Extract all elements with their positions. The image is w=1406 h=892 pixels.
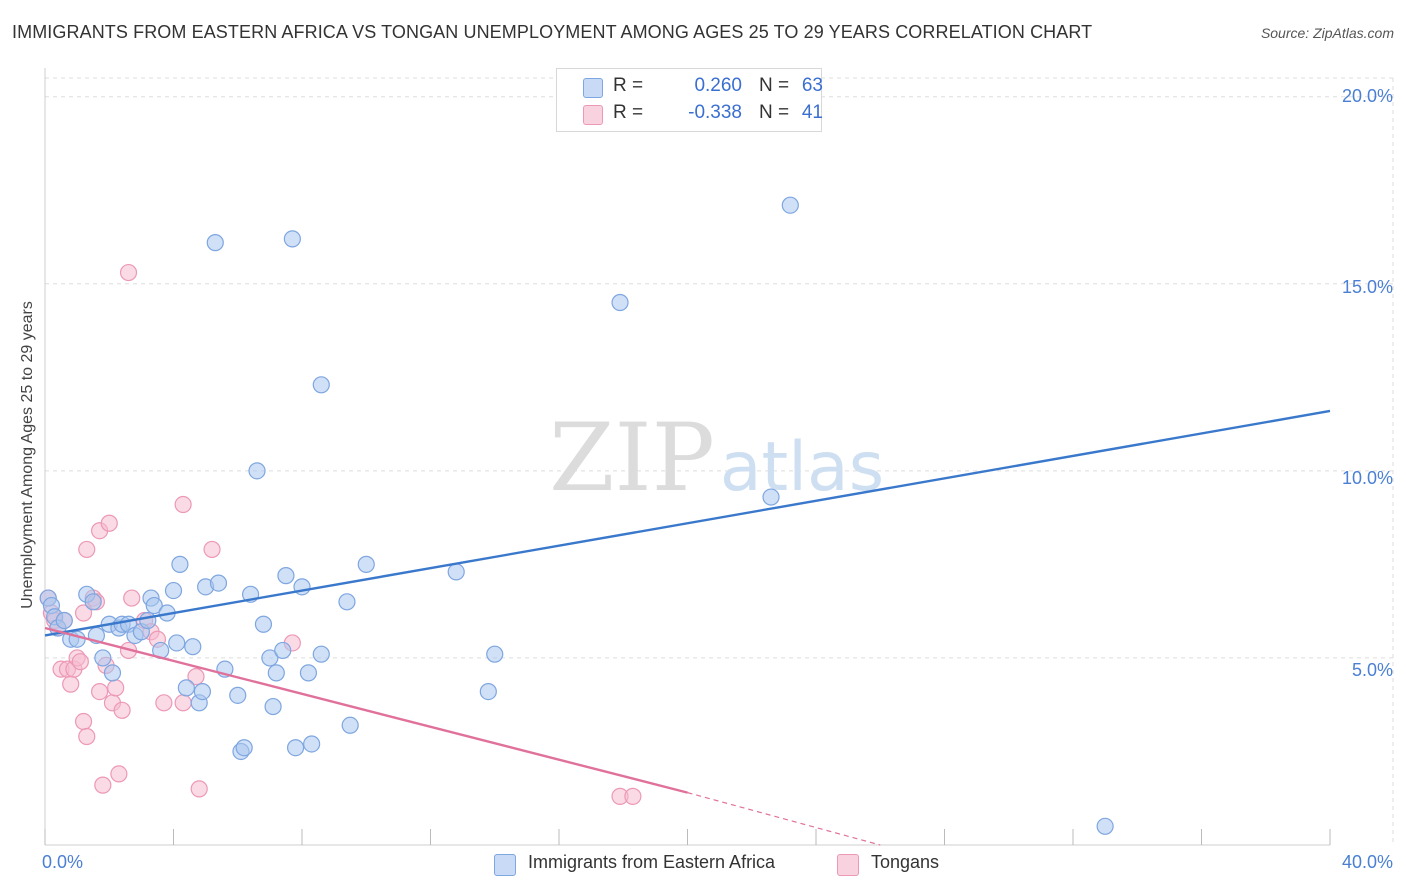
- point-eastern-africa: [171, 555, 189, 573]
- point-eastern-africa: [312, 376, 330, 394]
- point-eastern-africa: [447, 563, 465, 581]
- y-tick-label-10: 10.0%: [1341, 468, 1393, 488]
- y-tick-label-15: 15.0%: [1341, 277, 1393, 297]
- point-eastern-africa: [277, 567, 295, 585]
- trend-lines: [44, 409, 1331, 846]
- point-eastern-africa: [312, 645, 330, 663]
- point-eastern-africa: [267, 664, 285, 682]
- watermark-atlas: atlas: [720, 428, 884, 507]
- legend-n-label: N =: [759, 75, 790, 96]
- point-eastern-africa: [611, 293, 629, 312]
- point-eastern-africa: [341, 716, 359, 734]
- point-eastern-africa: [261, 649, 279, 667]
- legend-r-value: 0.260: [694, 75, 742, 96]
- legend-n-label: N =: [759, 102, 790, 123]
- point-eastern-africa: [103, 664, 122, 682]
- legend-n-value: 63: [801, 75, 823, 96]
- legend-r-value: -0.338: [688, 102, 742, 123]
- point-eastern-africa: [283, 230, 301, 248]
- point-eastern-africa: [1096, 817, 1114, 835]
- legend-n-value: 41: [801, 102, 823, 123]
- point-tongan: [203, 540, 221, 559]
- point-eastern-africa: [145, 596, 163, 615]
- point-eastern-africa: [357, 555, 375, 573]
- point-eastern-africa: [177, 679, 195, 697]
- point-eastern-africa: [254, 615, 273, 633]
- point-eastern-africa: [762, 488, 780, 506]
- stats-legend: R = 0.260 N = 63 R = -0.338 N = 41: [556, 68, 823, 132]
- point-eastern-africa: [235, 739, 253, 757]
- point-eastern-africa: [299, 664, 318, 682]
- y-tick-label-5: 5.0%: [1351, 660, 1393, 680]
- point-eastern-africa: [338, 593, 356, 611]
- bottom-legend-label: Tongans: [871, 852, 940, 872]
- point-eastern-africa: [139, 611, 157, 630]
- point-tongan: [123, 589, 141, 607]
- point-eastern-africa: [209, 574, 228, 592]
- point-tongan: [107, 679, 125, 697]
- point-eastern-africa: [486, 645, 504, 663]
- legend-swatch-blue: [583, 78, 603, 98]
- bottom-legend-swatch-pink: [837, 854, 859, 876]
- point-tongan: [71, 653, 89, 671]
- trend-line-eastern-africa: [44, 409, 1331, 637]
- point-tongan: [155, 694, 173, 712]
- legend-r-label: R =: [613, 75, 644, 96]
- point-eastern-africa: [274, 641, 292, 660]
- point-eastern-africa: [168, 634, 186, 652]
- point-tongan: [62, 675, 80, 693]
- point-tongan: [624, 787, 642, 805]
- trend-line-tongans-extension: [687, 792, 881, 846]
- point-eastern-africa: [55, 611, 73, 630]
- bottom-legend-label: Immigrants from Eastern Africa: [528, 852, 776, 872]
- point-tongan: [113, 701, 131, 719]
- point-eastern-africa: [94, 649, 112, 667]
- point-eastern-africa: [229, 686, 247, 704]
- point-tongan: [74, 604, 93, 622]
- point-eastern-africa: [206, 234, 224, 252]
- point-tongan: [78, 540, 96, 559]
- x-tick-label-min: 0.0%: [42, 852, 84, 872]
- point-tongan: [119, 263, 138, 282]
- point-tongan: [110, 765, 128, 783]
- point-eastern-africa: [248, 462, 266, 480]
- point-tongan: [190, 780, 208, 798]
- chart-title: IMMIGRANTS FROM EASTERN AFRICA VS TONGAN…: [12, 22, 1093, 42]
- x-tick-label-max: 40.0%: [1341, 852, 1393, 872]
- data-points: [39, 114, 1114, 835]
- point-eastern-africa: [164, 581, 183, 600]
- point-eastern-africa: [184, 638, 202, 656]
- point-tongan: [174, 495, 192, 514]
- point-tongan: [174, 694, 192, 712]
- point-eastern-africa: [286, 739, 305, 757]
- source-credit: Source: ZipAtlas.com: [1260, 25, 1394, 41]
- point-tongan: [187, 668, 205, 686]
- trend-line-tongans: [44, 626, 688, 794]
- point-tongan: [100, 514, 118, 532]
- y-tick-label-20: 20.0%: [1341, 86, 1393, 106]
- point-eastern-africa: [303, 735, 321, 753]
- point-tongan: [91, 682, 109, 701]
- y-axis-label: Unemployment Among Ages 25 to 29 years: [19, 301, 36, 609]
- watermark-zip: ZIP: [549, 404, 715, 513]
- point-eastern-africa: [479, 682, 497, 701]
- legend-r-label: R =: [613, 102, 644, 123]
- point-tongan: [74, 712, 93, 731]
- point-eastern-africa: [84, 593, 102, 611]
- point-tongan: [94, 776, 112, 794]
- point-tongan: [78, 727, 96, 746]
- bottom-legend-swatch-blue: [494, 854, 516, 876]
- axes: [44, 68, 1331, 846]
- point-eastern-africa: [781, 196, 799, 214]
- legend-swatch-pink: [583, 105, 603, 125]
- point-eastern-africa: [264, 697, 282, 716]
- point-eastern-africa: [193, 682, 212, 701]
